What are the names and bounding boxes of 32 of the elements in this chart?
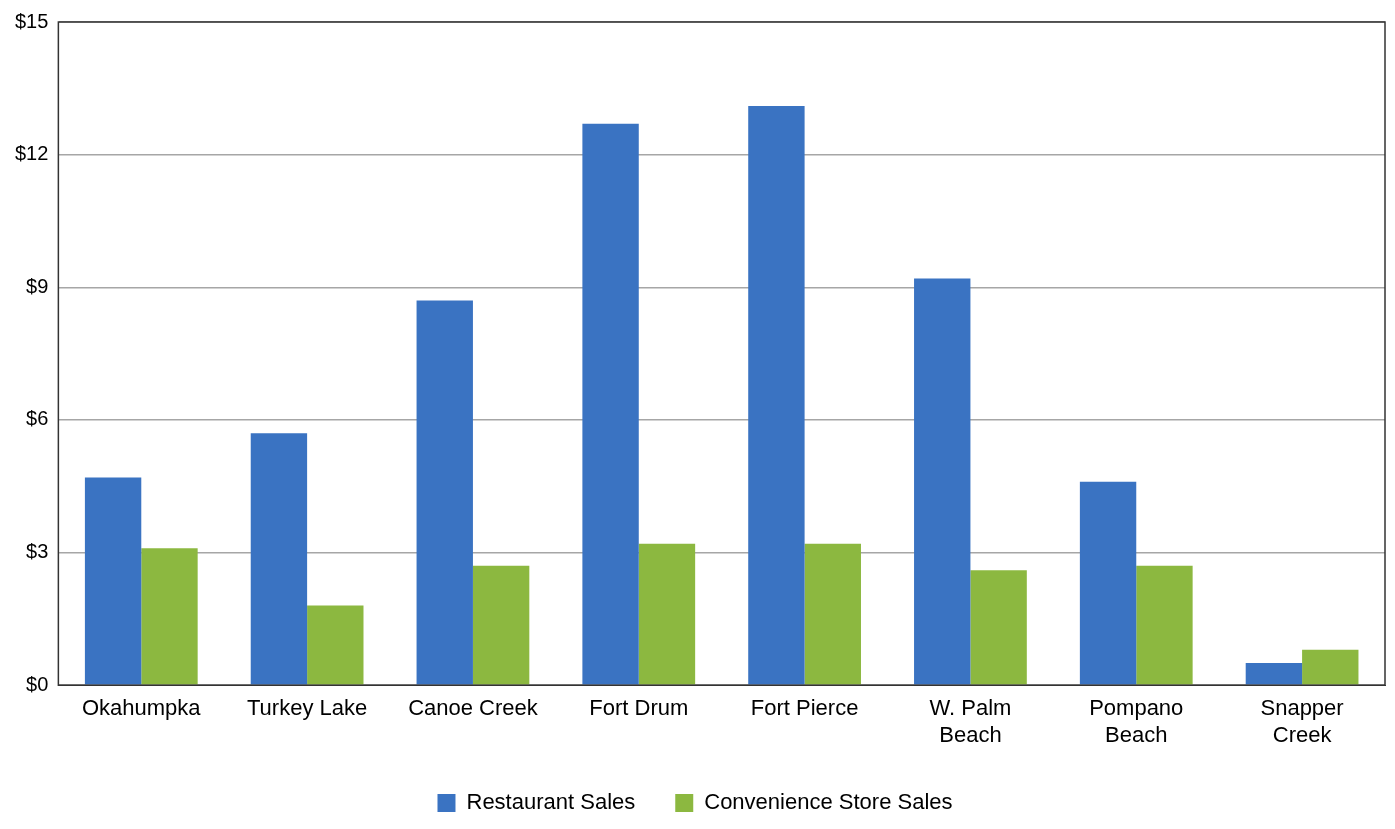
x-tick-label: Turkey Lake [246, 695, 368, 721]
bar [250, 433, 308, 685]
y-tick-label: $9 [26, 274, 49, 297]
bar [1079, 481, 1137, 685]
y-tick-label: $0 [26, 672, 49, 695]
bar [416, 300, 473, 685]
bar [141, 548, 198, 685]
bar [1302, 649, 1359, 685]
y-tick-label: $12 [14, 142, 49, 165]
bar [804, 543, 861, 685]
bar [914, 278, 971, 685]
x-tick-label: Fort Pierce [750, 695, 859, 721]
x-tick-label: Pompano Beach [1089, 695, 1184, 747]
bar [970, 570, 1027, 685]
bar [582, 123, 639, 685]
legend-label: Restaurant Sales [466, 789, 636, 815]
bar [748, 106, 805, 685]
bar [1245, 663, 1303, 685]
bar [307, 605, 364, 685]
y-tick-label: $15 [14, 9, 49, 32]
x-tick-label: Canoe Creek [408, 695, 539, 721]
bar [84, 477, 142, 685]
bar [472, 565, 530, 685]
x-tick-label: Snapper Creek [1260, 695, 1344, 747]
y-tick-label: $3 [26, 540, 49, 563]
legend-label: Convenience Store Sales [704, 789, 953, 815]
bar [638, 543, 696, 685]
y-tick-label: $6 [26, 407, 49, 430]
x-tick-label: Okahumpka [81, 695, 202, 721]
x-tick-label: W. Palm Beach [929, 695, 1012, 747]
bar [1136, 565, 1193, 685]
x-tick-label: Fort Drum [589, 695, 689, 721]
